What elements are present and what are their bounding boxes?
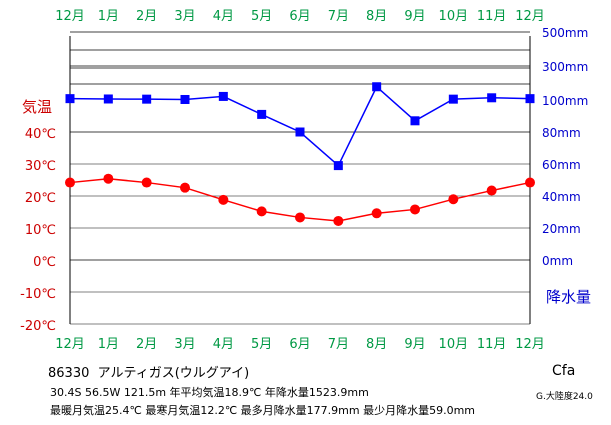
right-tick-label: 80mm bbox=[542, 126, 581, 140]
precipitation-point bbox=[218, 91, 228, 101]
month-label-top: 9月 bbox=[404, 9, 425, 24]
month-label-bottom: 3月 bbox=[174, 337, 195, 352]
temperature-point bbox=[256, 206, 267, 217]
month-label-bottom: 2月 bbox=[136, 337, 157, 352]
temperature-point bbox=[371, 208, 382, 219]
right-tick-label: 500mm bbox=[542, 26, 588, 40]
month-label-top: 12月 bbox=[55, 9, 85, 24]
month-label-top: 12月 bbox=[515, 9, 545, 24]
temperature-point bbox=[486, 185, 497, 196]
right-tick-label: 100mm bbox=[542, 94, 588, 108]
precipitation-point bbox=[142, 94, 152, 104]
temperature-point bbox=[333, 215, 344, 226]
month-label-top: 5月 bbox=[251, 9, 272, 24]
temperature-point bbox=[141, 177, 152, 188]
month-label-bottom: 9月 bbox=[404, 337, 425, 352]
right-axis-label: 降水量 bbox=[546, 288, 591, 306]
precipitation-line bbox=[69, 85, 531, 167]
month-label-bottom: 6月 bbox=[289, 337, 310, 352]
left-tick-label: 20℃ bbox=[25, 191, 56, 206]
month-label-bottom: 4月 bbox=[213, 337, 234, 352]
month-label-top: 3月 bbox=[174, 9, 195, 24]
left-axis-label: 気温 bbox=[22, 98, 52, 116]
left-tick-label: 40℃ bbox=[25, 127, 56, 142]
month-label-top: 10月 bbox=[439, 9, 469, 24]
month-label-bottom: 12月 bbox=[515, 337, 545, 352]
temperature-point bbox=[218, 194, 229, 205]
station-name: アルティガス(ウルグアイ) bbox=[97, 366, 250, 381]
month-label-bottom: 8月 bbox=[366, 337, 387, 352]
month-label-top: 6月 bbox=[289, 9, 310, 24]
precipitation-point bbox=[103, 94, 113, 104]
temperature-point bbox=[525, 177, 535, 188]
month-label-top: 8月 bbox=[366, 9, 387, 24]
temperature-point bbox=[65, 177, 75, 188]
right-tick-label: 40mm bbox=[542, 190, 581, 204]
month-label-bottom: 11月 bbox=[477, 337, 507, 352]
source-note: G.大陸度24.0 bbox=[536, 392, 593, 402]
left-tick-label: -10℃ bbox=[20, 287, 56, 302]
left-tick-label: -20℃ bbox=[20, 319, 56, 334]
left-tick-label: 10℃ bbox=[25, 223, 56, 238]
precipitation-point bbox=[180, 94, 190, 104]
temperature-point bbox=[410, 204, 420, 215]
stats-line-1: 30.4S 56.5W 121.5m 年平均気温18.9℃ 年降水量1523.9… bbox=[50, 386, 369, 399]
precipitation-point bbox=[487, 93, 497, 103]
precipitation-point bbox=[257, 109, 267, 119]
month-label-bottom: 12月 bbox=[55, 337, 85, 352]
temperature-point bbox=[180, 182, 190, 193]
month-label-bottom: 1月 bbox=[98, 337, 119, 352]
month-label-top: 7月 bbox=[328, 9, 349, 24]
precipitation-point bbox=[410, 116, 420, 126]
right-tick-label: 300mm bbox=[542, 60, 588, 74]
stats-line-2: 最暖月気温25.4℃ 最寒月気温12.2℃ 最多月降水量177.9mm 最少月降… bbox=[50, 404, 476, 417]
month-label-top: 11月 bbox=[477, 9, 507, 24]
precipitation-point bbox=[525, 94, 535, 104]
temperature-point bbox=[103, 173, 114, 184]
month-label-top: 2月 bbox=[136, 9, 157, 24]
precipitation-point bbox=[372, 82, 382, 92]
month-label-top: 1月 bbox=[98, 9, 119, 24]
right-tick-label: 20mm bbox=[542, 222, 581, 236]
climate-class: Cfa bbox=[552, 363, 576, 379]
month-label-bottom: 5月 bbox=[251, 337, 272, 352]
precipitation-point bbox=[295, 127, 305, 137]
station-id: 86330 bbox=[48, 366, 90, 381]
month-label-top: 4月 bbox=[213, 9, 234, 24]
precipitation-point bbox=[448, 94, 458, 104]
precipitation-point bbox=[333, 161, 343, 171]
temperature-point bbox=[448, 194, 459, 205]
precipitation-point bbox=[65, 94, 75, 104]
left-tick-label: 0℃ bbox=[33, 255, 56, 270]
station-info: 86330 アルティガス(ウルグアイ) bbox=[48, 362, 249, 381]
right-tick-label: 60mm bbox=[542, 158, 581, 172]
left-tick-label: 30℃ bbox=[25, 159, 56, 174]
temperature-point bbox=[295, 212, 305, 223]
month-label-bottom: 10月 bbox=[439, 337, 469, 352]
right-tick-label: 0mm bbox=[542, 254, 573, 268]
month-label-bottom: 7月 bbox=[328, 337, 349, 352]
